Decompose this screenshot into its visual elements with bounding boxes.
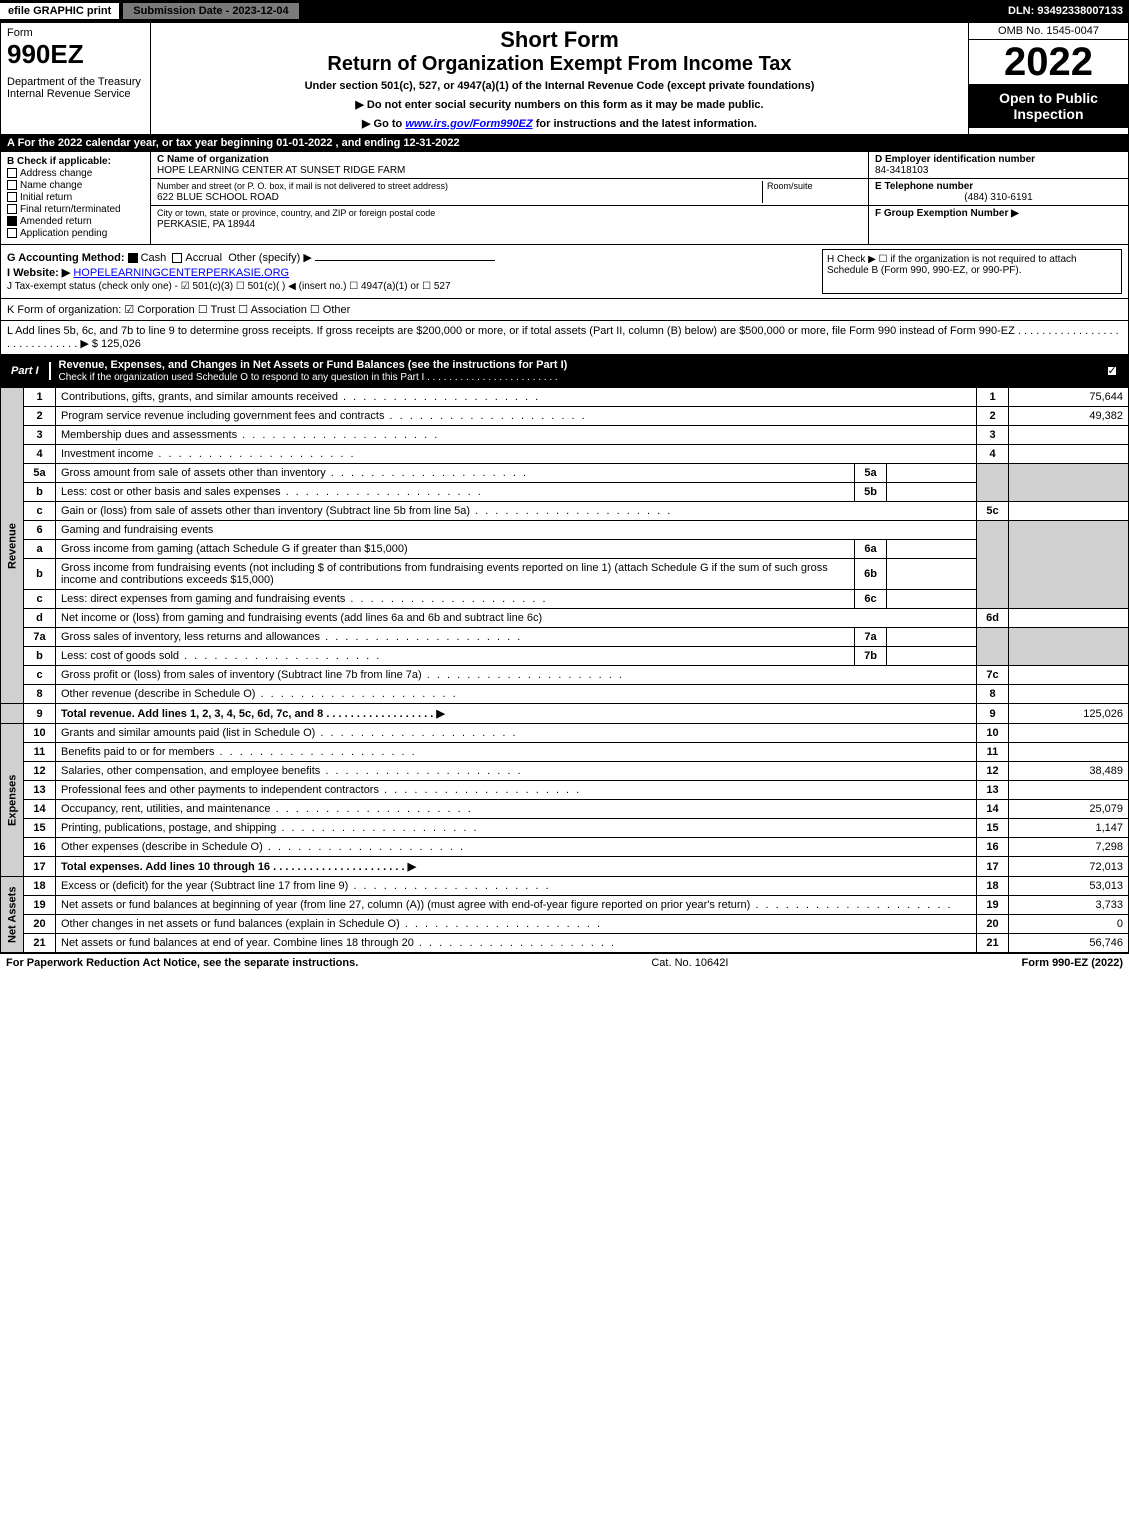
under-section: Under section 501(c), 527, or 4947(a)(1)… xyxy=(159,80,960,92)
omb-number: OMB No. 1545-0047 xyxy=(969,23,1128,40)
l-amount: 125,026 xyxy=(101,338,141,350)
chk-cash[interactable] xyxy=(128,253,138,263)
part1-header: Part I Revenue, Expenses, and Changes in… xyxy=(0,355,1129,387)
goto-note: ▶ Go to www.irs.gov/Form990EZ for instru… xyxy=(159,117,960,130)
c-name-label: C Name of organization xyxy=(157,154,269,165)
street-label: Number and street (or P. O. box, if mail… xyxy=(157,181,448,191)
ssn-note: ▶ Do not enter social security numbers o… xyxy=(159,98,960,111)
grp-label: F Group Exemption Number ▶ xyxy=(875,208,1019,219)
top-bar: efile GRAPHIC print Submission Date - 20… xyxy=(0,0,1129,22)
city-label: City or town, state or province, country… xyxy=(157,208,435,218)
row-a: A For the 2022 calendar year, or tax yea… xyxy=(0,135,1129,152)
misc-block: G Accounting Method: Cash Accrual Other … xyxy=(0,245,1129,299)
side-expenses: Expenses xyxy=(1,724,24,877)
form-label: Form xyxy=(7,27,144,39)
chk-final[interactable]: Final return/terminated xyxy=(7,204,144,215)
col-c: C Name of organization HOPE LEARNING CEN… xyxy=(151,152,868,244)
org-name: HOPE LEARNING CENTER AT SUNSET RIDGE FAR… xyxy=(157,165,405,176)
side-revenue: Revenue xyxy=(1,388,24,704)
section-bcd: B Check if applicable: Address change Na… xyxy=(0,152,1129,245)
chk-name[interactable]: Name change xyxy=(7,180,144,191)
part1-title: Revenue, Expenses, and Changes in Net As… xyxy=(51,356,1098,386)
ein-row: D Employer identification number 84-3418… xyxy=(869,152,1128,179)
b-header: B Check if applicable: xyxy=(7,156,144,167)
city-row: City or town, state or province, country… xyxy=(151,206,868,232)
room-label: Room/suite xyxy=(767,181,813,191)
org-name-row: C Name of organization HOPE LEARNING CEN… xyxy=(151,152,868,179)
street: 622 BLUE SCHOOL ROAD xyxy=(157,192,279,203)
city: PERKASIE, PA 18944 xyxy=(157,219,255,230)
line-l: L Add lines 5b, 6c, and 7b to line 9 to … xyxy=(0,321,1129,355)
form-title: Return of Organization Exempt From Incom… xyxy=(159,53,960,76)
footer-right: Form 990-EZ (2022) xyxy=(1022,957,1124,969)
tax-year: 2022 xyxy=(969,40,1128,84)
col-d: D Employer identification number 84-3418… xyxy=(868,152,1128,244)
line-g: G Accounting Method: Cash Accrual Other … xyxy=(7,251,814,264)
col-b: B Check if applicable: Address change Na… xyxy=(1,152,151,244)
ein: 84-3418103 xyxy=(875,165,928,176)
ein-label: D Employer identification number xyxy=(875,154,1035,165)
line-i: I Website: ▶ HOPELEARNINGCENTERPERKASIE.… xyxy=(7,266,814,279)
form-number: 990EZ xyxy=(7,39,144,70)
footer: For Paperwork Reduction Act Notice, see … xyxy=(0,953,1129,972)
form-header: Form 990EZ Department of the Treasury In… xyxy=(0,22,1129,135)
website-link[interactable]: HOPELEARNINGCENTERPERKASIE.ORG xyxy=(73,267,289,279)
irs-link[interactable]: www.irs.gov/Form990EZ xyxy=(405,118,532,130)
efile-label[interactable]: efile GRAPHIC print xyxy=(0,3,119,19)
grp-row: F Group Exemption Number ▶ xyxy=(869,206,1128,221)
tel-label: E Telephone number xyxy=(875,181,973,192)
tel-row: E Telephone number (484) 310-6191 xyxy=(869,179,1128,206)
submission-date: Submission Date - 2023-12-04 xyxy=(123,3,298,19)
box-h: H Check ▶ ☐ if the organization is not r… xyxy=(822,249,1122,294)
open-public: Open to Public Inspection xyxy=(969,84,1128,128)
side-netassets: Net Assets xyxy=(1,877,24,953)
part1-tag: Part I xyxy=(1,362,51,380)
part1-checkbox[interactable]: ✓ xyxy=(1098,365,1128,377)
chk-initial[interactable]: Initial return xyxy=(7,192,144,203)
header-right: OMB No. 1545-0047 2022 Open to Public In… xyxy=(968,23,1128,134)
tel: (484) 310-6191 xyxy=(875,192,1122,203)
lines-table: Revenue 1Contributions, gifts, grants, a… xyxy=(0,387,1129,953)
line-j: J Tax-exempt status (check only one) - ☑… xyxy=(7,281,814,292)
chk-amended[interactable]: Amended return xyxy=(7,216,144,227)
header-mid: Short Form Return of Organization Exempt… xyxy=(151,23,968,134)
chk-address[interactable]: Address change xyxy=(7,168,144,179)
chk-accrual[interactable] xyxy=(172,253,182,263)
header-left: Form 990EZ Department of the Treasury In… xyxy=(1,23,151,134)
footer-left: For Paperwork Reduction Act Notice, see … xyxy=(6,957,358,969)
chk-pending[interactable]: Application pending xyxy=(7,228,144,239)
footer-mid: Cat. No. 10642I xyxy=(358,957,1021,969)
dept-label: Department of the Treasury Internal Reve… xyxy=(7,76,144,100)
line-k: K Form of organization: ☑ Corporation ☐ … xyxy=(0,299,1129,321)
dln: DLN: 93492338007133 xyxy=(1008,5,1129,17)
short-form: Short Form xyxy=(159,27,960,53)
street-row: Number and street (or P. O. box, if mail… xyxy=(151,179,868,206)
